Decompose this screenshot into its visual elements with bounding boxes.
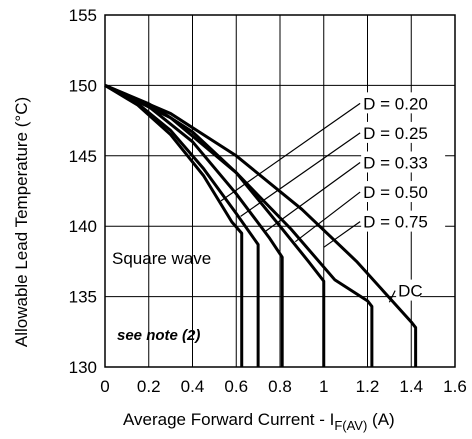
x-tick-label: 1: [319, 377, 328, 396]
y-tick-label: 155: [69, 6, 97, 25]
leader-line: [323, 221, 361, 248]
label-leaders: D = 0.20 D = 0.25 D = 0.33 D = 0.50 D = 0.75…: [220, 92, 446, 303]
label-background: [361, 181, 446, 203]
plot-frame: [104, 14, 456, 368]
x-tick-label: 1.6: [443, 377, 467, 396]
leader-line: [294, 191, 361, 243]
x-tick-label: 0.4: [181, 377, 205, 396]
x-axis-title: Average Forward Current - IF(AV) (A): [123, 410, 395, 433]
x-axis-title-suffix: (A): [367, 410, 394, 429]
series-label: D = 0.33: [363, 153, 428, 172]
leader-line: [388, 290, 396, 303]
series-line: [104, 84, 418, 367]
y-tick-label: 145: [69, 147, 97, 166]
x-tick-labels: 0 0.2 0.4 0.6 0.8 1 1.2 1.4 1.6: [100, 377, 467, 396]
series-label: D = 0.75: [363, 213, 428, 232]
series-label: D = 0.25: [363, 124, 428, 143]
note-label: see note (2): [117, 327, 200, 344]
x-tick-label: 1.2: [356, 377, 380, 396]
label-background: [361, 121, 446, 143]
x-tick-label: 0.6: [224, 377, 248, 396]
label-background: [396, 279, 421, 301]
label-background: [361, 210, 446, 232]
x-axis-title-main: Average Forward Current - I: [123, 410, 334, 429]
series-label: D = 0.20: [363, 94, 428, 113]
leader-line: [240, 132, 361, 217]
label-background: [361, 151, 446, 173]
y-tick-label: 130: [69, 358, 97, 377]
y-tick-labels: 130 135 140 145 150 155: [69, 6, 97, 377]
leader-line: [264, 161, 361, 233]
x-axis-title-subscript: F(AV): [334, 418, 367, 433]
y-axis-title: Allowable Lead Temperature (°C): [12, 97, 31, 347]
square-wave-label: Square wave: [112, 249, 211, 268]
series-line: [104, 84, 374, 367]
label-background: [361, 92, 446, 114]
series-line: [104, 84, 260, 367]
series-label: DC: [398, 282, 423, 301]
y-tick-label: 140: [69, 217, 97, 236]
x-tick-label: 0: [100, 377, 109, 396]
x-tick-label: 0.8: [268, 377, 292, 396]
x-tick-label: 0.2: [137, 377, 161, 396]
leader-line: [220, 102, 361, 202]
series-label: D = 0.50: [363, 183, 428, 202]
x-tick-label: 1.4: [399, 377, 423, 396]
y-tick-label: 150: [69, 76, 97, 95]
y-tick-label: 135: [69, 288, 97, 307]
series-group: [104, 84, 418, 367]
